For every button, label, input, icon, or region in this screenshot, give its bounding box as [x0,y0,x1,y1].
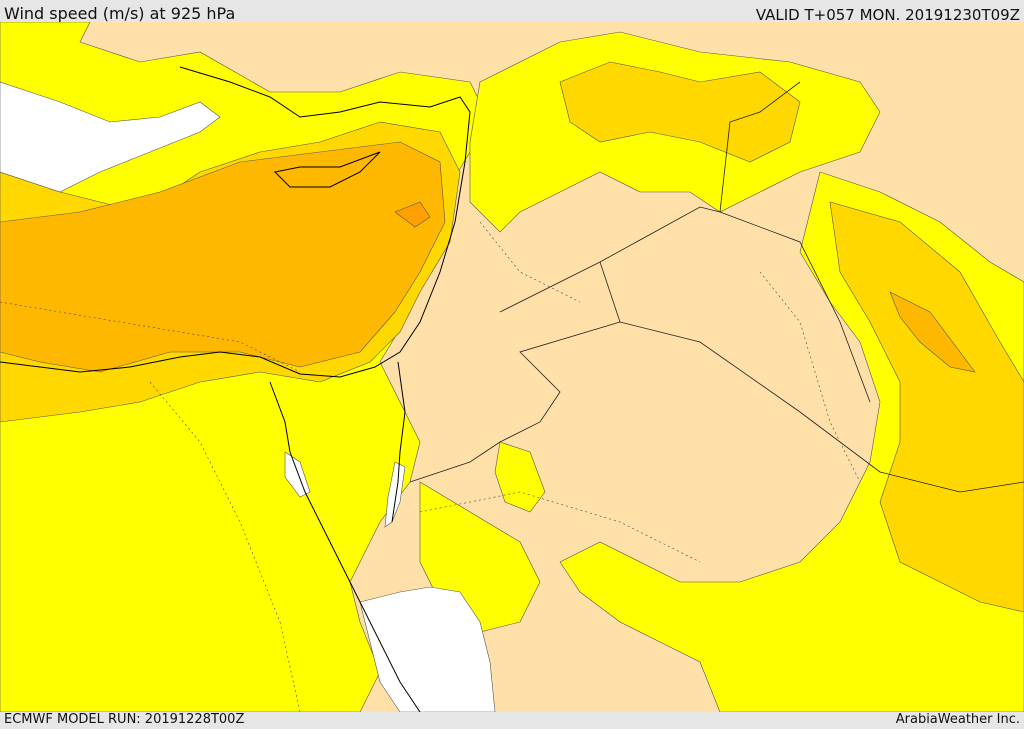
highest-wind-area-med [394,201,431,228]
high-wind-area-north [559,61,801,163]
wind-speed-map [0,22,1024,712]
coastlines [0,66,471,712]
valid-time-label: VALID T+057 MON. 20191230T09Z [755,6,1020,24]
calm-sea-gulf-of-suez [284,451,311,498]
model-run-label: ECMWF MODEL RUN: 20191228T00Z [4,712,245,727]
calm-sea-aegean [0,81,221,193]
map-footer: ECMWF MODEL RUN: 20191228T00Z ArabiaWeat… [0,712,1024,729]
calm-sea-red-sea [359,586,496,712]
higher-wind-area-gulf [889,291,976,373]
map-title: Wind speed (m/s) at 925 hPa [4,4,236,23]
high-wind-area-gulf [829,201,1024,613]
higher-wind-area-med [0,141,446,373]
credit-label: ArabiaWeather Inc. [895,712,1020,727]
province-borders [0,221,861,712]
mid-wind-area-inland [494,441,546,513]
map-header: Wind speed (m/s) at 925 hPa VALID T+057 … [0,0,1024,24]
